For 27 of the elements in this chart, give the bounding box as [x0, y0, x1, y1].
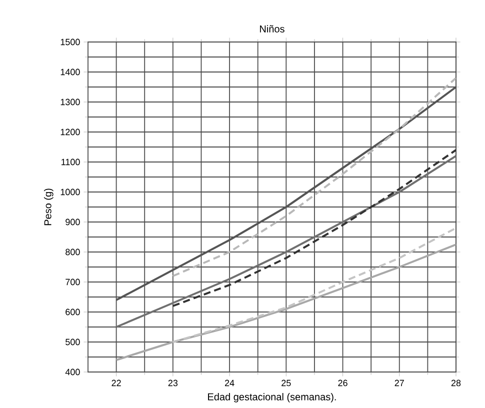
x-tick-label: 24	[224, 380, 234, 386]
y-tick-label: 600	[66, 308, 80, 316]
line-series	[115, 244, 456, 361]
y-tick-label: 1300	[60, 98, 80, 106]
y-tick-label: 1400	[60, 68, 80, 76]
line-series	[172, 149, 456, 307]
y-tick-label: 1500	[60, 38, 80, 46]
y-tick-label: 1100	[62, 158, 80, 166]
x-axis-title: Edad gestacional (semanas).	[208, 393, 336, 402]
line-series	[172, 227, 456, 343]
y-axis-title: Peso (g)	[44, 188, 54, 226]
x-tick-label: 28	[451, 380, 461, 386]
x-tick-label: 27	[394, 380, 404, 386]
x-tick-label: 26	[338, 380, 348, 386]
y-tick-label: 700	[66, 278, 80, 286]
y-tick-label: 900	[66, 218, 80, 226]
x-tick-label: 25	[282, 380, 291, 386]
y-tick-label: 400	[65, 368, 80, 376]
x-tick-label: 23	[168, 380, 178, 386]
y-tick-label: 1000	[60, 188, 80, 196]
chart-title: Niños	[260, 25, 284, 32]
x-tick-label: 22	[112, 380, 121, 386]
y-tick-label: 800	[66, 248, 80, 256]
line-series	[115, 155, 456, 328]
y-tick-label: 1200	[60, 128, 80, 136]
y-tick-label: 500	[66, 338, 80, 346]
line-series	[172, 77, 456, 277]
